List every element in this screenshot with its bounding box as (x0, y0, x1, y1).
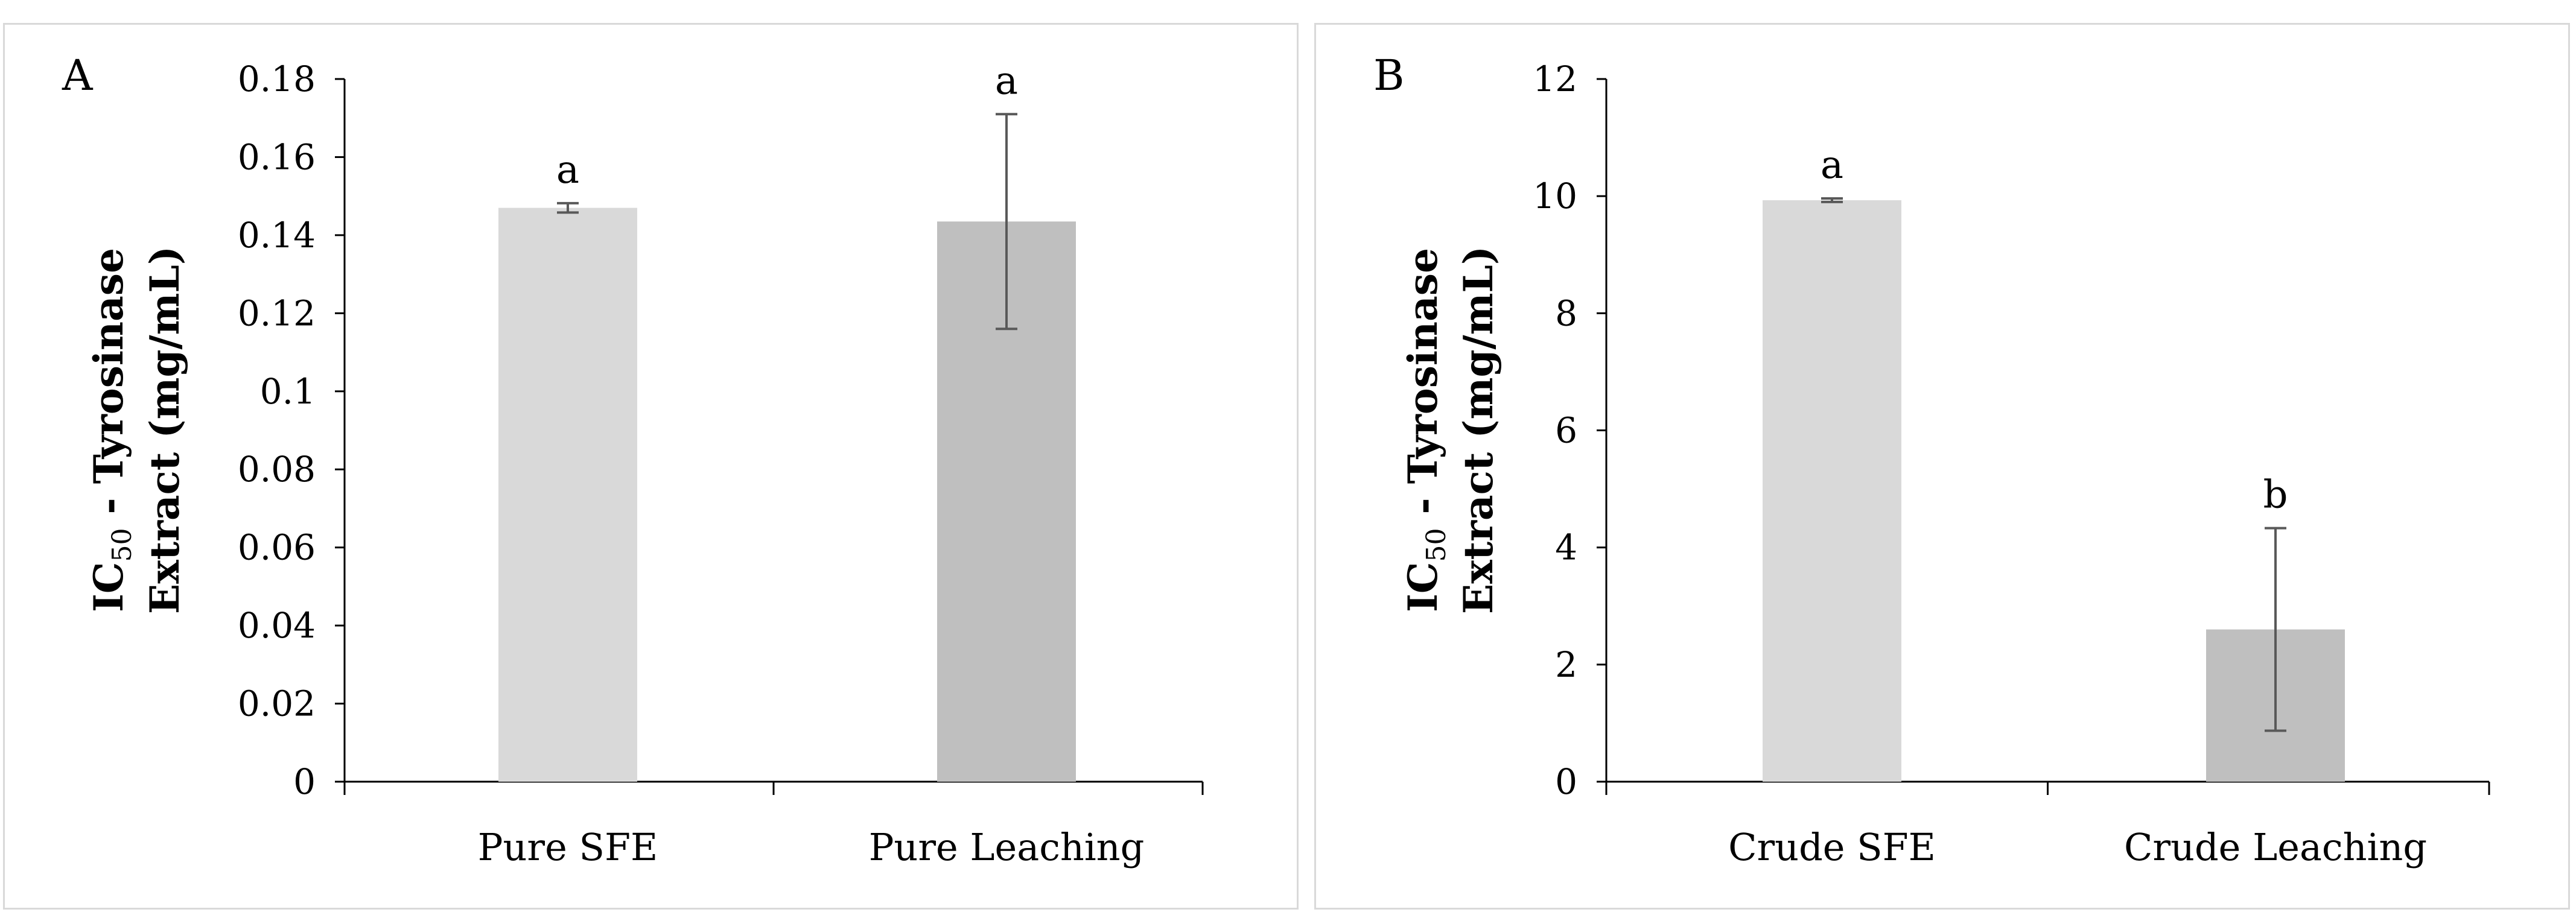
category-label-b-1: Crude Leaching (2124, 825, 2427, 869)
y-tick-label-a-6: 0.12 (238, 293, 316, 334)
panel-label-a: A (62, 51, 94, 100)
y-tick-label-b-0: 0 (1555, 761, 1577, 802)
y-axis-label-ic-b: IC (1399, 562, 1446, 612)
chart-panel-b: B 0 2 4 6 8 10 12 a Crude SFE b Crude Leaching IC50 … (1314, 23, 2570, 910)
y-axis-label-rest-a: - Tyrosinase (85, 248, 132, 528)
category-label-a-1: Pure Leaching (869, 825, 1145, 869)
y-tick-label-a-3: 0.06 (238, 527, 316, 568)
y-axis-label-rest-b: - Tyrosinase (1399, 248, 1446, 528)
y-tick-label-a-1: 0.02 (238, 683, 316, 724)
y-axis-label-subscript-a: 50 (107, 528, 138, 562)
y-tick-label-b-3: 6 (1555, 410, 1577, 451)
y-tick-label-a-7: 0.14 (238, 215, 316, 256)
y-axis-label-line1-a: IC50 - Tyrosinase (85, 248, 138, 612)
bar-a-0 (498, 207, 637, 782)
significance-label-b-1: b (2263, 473, 2288, 518)
y-tick-label-b-1: 2 (1555, 644, 1577, 685)
significance-label-a-1: a (995, 59, 1018, 103)
y-tick-label-b-6: 12 (1533, 59, 1577, 100)
panel-label-b: B (1373, 51, 1404, 100)
y-tick-label-a-5: 0.1 (260, 371, 316, 412)
y-tick-label-a-0: 0 (293, 761, 316, 802)
y-tick-label-a-8: 0.16 (238, 136, 316, 177)
y-tick-label-b-4: 8 (1555, 293, 1577, 334)
chart-panel-a: A 0 0.02 0.04 0.06 0.08 0.1 0.12 0.14 0.16 0.18 a Pu… (3, 23, 1299, 910)
y-tick-label-b-5: 10 (1533, 176, 1577, 217)
y-axis-label-line2-b: Extract (mg/mL) (1455, 246, 1502, 614)
category-label-b-0: Crude SFE (1728, 825, 1936, 869)
y-tick-label-a-9: 0.18 (238, 59, 316, 100)
significance-label-b-0: a (1821, 143, 1843, 188)
y-axis-label-line2-a: Extract (mg/mL) (141, 246, 188, 614)
y-axis-label-line1-b: IC50 - Tyrosinase (1399, 248, 1452, 612)
chart-b-svg: B 0 2 4 6 8 10 12 a Crude SFE b Crude Leaching IC50 … (1373, 51, 2490, 869)
category-label-a-0: Pure SFE (478, 825, 658, 869)
significance-label-a-0: a (556, 148, 579, 192)
y-axis-label-ic-a: IC (85, 562, 132, 612)
y-axis-label-subscript-b: 50 (1421, 528, 1452, 562)
y-tick-label-a-2: 0.04 (238, 605, 316, 646)
y-tick-label-a-4: 0.08 (238, 449, 316, 490)
bar-b-0 (1763, 200, 1901, 782)
y-tick-label-b-2: 4 (1555, 527, 1577, 568)
chart-a-svg: A 0 0.02 0.04 0.06 0.08 0.1 0.12 0.14 0.16 0.18 a Pu… (62, 51, 1204, 869)
